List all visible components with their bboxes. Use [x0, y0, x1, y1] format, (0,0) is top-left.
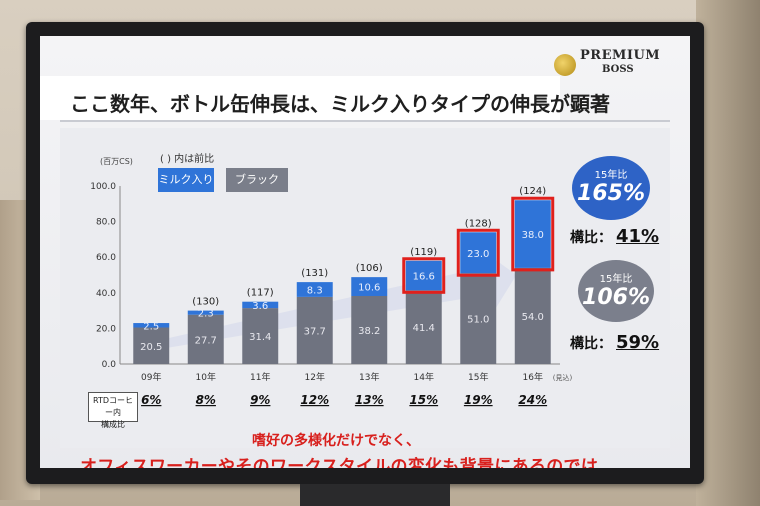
bar-milk-value-label: 8.3	[307, 286, 323, 297]
bar-milk	[405, 260, 442, 291]
bar-milk-highlight	[402, 257, 446, 294]
share-value: 8%	[196, 393, 216, 407]
y-tick-label: 60.0	[96, 253, 116, 263]
legend-milk: ミルク入り	[158, 168, 214, 192]
ratio-black: 構比： 59%	[570, 332, 659, 353]
share-label-line1: RTDコーヒー内	[92, 396, 134, 417]
x-tick-label: 15年	[468, 371, 488, 383]
background-wall-right	[696, 0, 760, 506]
title-bar	[40, 76, 560, 120]
bar-black-value-label: 41.4	[413, 323, 435, 334]
bar-black	[296, 296, 333, 364]
logo-text-boss: BOSS	[602, 64, 634, 75]
bar-black	[133, 327, 170, 364]
stacked-bar-chart: (百万CS) 0.0 20.0 40.0 60.0 80.0 100.0 20.5 2.5 09年…	[90, 157, 573, 407]
share-value: 24%	[518, 393, 547, 407]
growth-label: (124)	[519, 186, 546, 197]
brand-logo: PREMIUM BOSS	[550, 44, 680, 80]
bar-milk-value-label: 38.0	[522, 230, 544, 241]
ratio-black-label: 構比：	[570, 336, 612, 352]
badge-black-value: 106%	[582, 285, 650, 310]
bar-milk	[187, 310, 224, 315]
bar-black-value-label: 31.4	[249, 332, 271, 343]
badge-black-growth: 15年比 106%	[578, 260, 654, 322]
growth-label: (128)	[465, 218, 492, 229]
legend-note: ( ) 内は前比	[160, 154, 215, 165]
growth-label: (117)	[247, 288, 274, 299]
x-tick-label: 13年	[359, 371, 379, 383]
bar-milk	[460, 232, 497, 274]
logo-emblem-icon	[554, 54, 576, 76]
bar-milk-highlight	[456, 228, 500, 277]
x-tick-label: 16年	[523, 371, 543, 383]
bar-black	[514, 267, 551, 364]
share-value: 13%	[355, 393, 384, 407]
x-tick-label: 12年	[305, 371, 325, 383]
growth-label: (119)	[410, 247, 437, 258]
x-tick-label: 11年	[250, 371, 270, 383]
share-label-line2: 構成比	[101, 420, 125, 429]
x-tick-suffix-label: (見込)	[553, 373, 573, 382]
bar-milk-value-label: 16.6	[413, 272, 435, 283]
bar-milk	[296, 282, 333, 297]
y-tick-label: 100.0	[90, 182, 116, 192]
title-divider	[60, 120, 670, 122]
y-axis-unit-label: (百万CS)	[100, 157, 133, 166]
bar-black	[242, 308, 279, 364]
slide-screen: ここ数年、ボトル缶伸長は、ミルク入りタイプの伸長が顕著 PREMIUM BOSS…	[40, 36, 690, 468]
trend-arrow-icon	[150, 252, 517, 351]
monitor: ここ数年、ボトル缶伸長は、ミルク入りタイプの伸長が顕著 PREMIUM BOSS…	[26, 22, 704, 484]
bar-milk-value-label: 3.6	[252, 301, 268, 312]
share-value: 6%	[141, 393, 161, 407]
logo-text-premium: PREMIUM	[580, 48, 661, 63]
bar-black-value-label: 38.2	[358, 326, 380, 337]
badge-milk-growth: 15年比 165%	[572, 156, 650, 220]
growth-label: (106)	[356, 263, 383, 274]
y-tick-label: 0.0	[102, 360, 117, 370]
bar-milk-value-label: 23.0	[467, 249, 489, 260]
y-tick-label: 20.0	[96, 324, 116, 334]
bar-black	[460, 273, 497, 364]
slide-title: ここ数年、ボトル缶伸長は、ミルク入りタイプの伸長が顕著	[70, 92, 610, 116]
bar-milk-value-label: 10.6	[358, 283, 380, 294]
ratio-milk: 構比： 41%	[570, 226, 659, 247]
y-tick-label: 40.0	[96, 289, 116, 299]
bar-milk	[514, 200, 551, 268]
growth-label: (130)	[192, 297, 219, 308]
bar-black-value-label: 51.0	[467, 315, 489, 326]
bar-milk-value-label: 2.5	[143, 321, 159, 332]
note-line-1: 嗜好の多様化だけでなく、	[252, 433, 420, 449]
growth-label: (131)	[301, 268, 328, 279]
ratio-milk-value: 41%	[616, 226, 660, 247]
bar-black	[187, 314, 224, 364]
ratio-black-value: 59%	[616, 332, 660, 353]
ratio-milk-label: 構比：	[570, 230, 612, 246]
bar-black	[405, 290, 442, 364]
badge-milk-value: 165%	[577, 181, 645, 206]
note-line-2: オフィスワーカーやそのワークスタイルの変化も背景にあるのでは	[80, 457, 599, 468]
badge-black-label: 15年比	[599, 274, 633, 285]
monitor-stand	[300, 484, 450, 506]
share-value: 12%	[300, 393, 329, 407]
bar-milk-value-label: 2.3	[198, 309, 214, 320]
share-value: 19%	[464, 393, 493, 407]
share-value: 15%	[409, 393, 438, 407]
badge-milk-label: 15年比	[594, 170, 628, 181]
bar-black-value-label: 37.7	[304, 326, 326, 337]
bar-milk-highlight	[511, 196, 555, 272]
bar-black-value-label: 54.0	[522, 312, 544, 323]
bar-milk	[351, 277, 388, 297]
legend-black: ブラック	[226, 168, 288, 192]
bar-black	[351, 296, 388, 364]
bar-black-value-label: 20.5	[140, 342, 162, 353]
share-value: 9%	[250, 393, 270, 407]
bar-milk	[133, 323, 170, 328]
share-label: RTDコーヒー内 構成比	[88, 392, 138, 429]
bar-milk	[242, 301, 279, 309]
x-tick-label: 09年	[141, 371, 161, 383]
x-tick-label: 10年	[196, 371, 216, 383]
x-tick-label: 14年	[414, 371, 434, 383]
bar-black-value-label: 27.7	[195, 335, 217, 346]
y-tick-label: 80.0	[96, 218, 116, 228]
